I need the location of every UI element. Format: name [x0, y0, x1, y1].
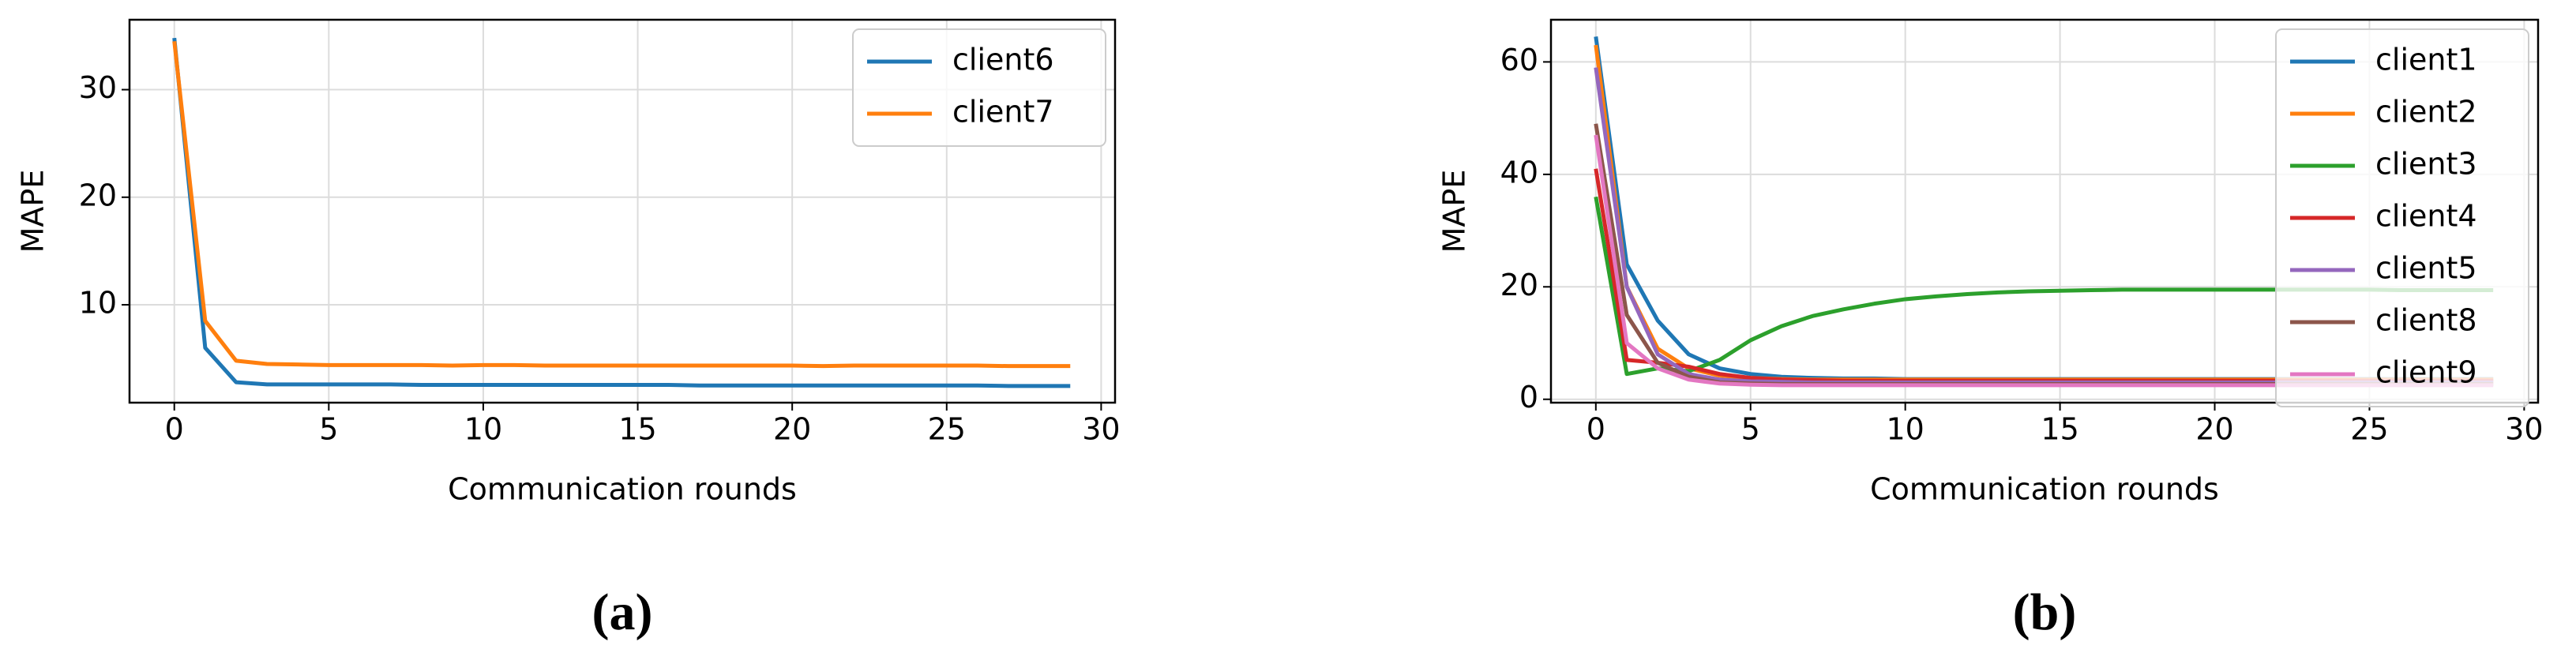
legend-label: client8	[2375, 303, 2477, 338]
y-axis-label: MAPE	[16, 170, 51, 253]
legend-label: client5	[2375, 251, 2477, 286]
series-line	[172, 40, 1071, 369]
legend-label: client2	[2375, 95, 2477, 129]
y-tick-label: 10	[79, 286, 117, 321]
legend-box	[2275, 28, 2529, 407]
x-tick-label: 30	[1082, 412, 1120, 447]
legend-box	[852, 28, 1106, 147]
caption: (b)	[2013, 583, 2077, 641]
x-tick-label: 30	[2505, 412, 2543, 447]
y-tick-label: 60	[1500, 43, 1538, 77]
legend-label: client7	[952, 95, 1054, 129]
x-tick-label: 25	[928, 412, 966, 447]
y-tick-label: 30	[79, 70, 117, 105]
legend-label: client9	[2375, 355, 2477, 390]
x-tick-label: 0	[1587, 412, 1605, 447]
caption: (a)	[592, 583, 653, 641]
x-axis-label: Communication rounds	[448, 472, 797, 507]
y-tick-label: 40	[1500, 155, 1538, 189]
x-tick-label: 15	[618, 412, 656, 447]
x-tick-label: 20	[2195, 412, 2233, 447]
y-tick-label: 20	[1500, 268, 1538, 302]
plot-frame	[1549, 18, 2540, 404]
x-tick-label: 20	[773, 412, 811, 447]
y-axis-label: MAPE	[1437, 170, 1472, 253]
plot-frame	[128, 18, 1117, 404]
legend-label: client4	[2375, 199, 2477, 234]
series-line	[172, 37, 1071, 388]
y-tick-label: 0	[1519, 380, 1538, 415]
x-axis-label: Communication rounds	[1870, 472, 2219, 507]
x-tick-label: 15	[2041, 412, 2078, 447]
x-tick-label: 10	[464, 412, 502, 447]
x-tick-label: 0	[165, 412, 184, 447]
x-tick-label: 5	[319, 412, 338, 447]
legend-label: client3	[2375, 147, 2477, 182]
x-tick-label: 10	[1886, 412, 1924, 447]
y-tick-label: 20	[79, 178, 117, 212]
x-tick-label: 25	[2350, 412, 2388, 447]
legend-label: client6	[952, 43, 1054, 77]
x-tick-label: 5	[1741, 412, 1760, 447]
legend-label: client1	[2375, 43, 2477, 77]
